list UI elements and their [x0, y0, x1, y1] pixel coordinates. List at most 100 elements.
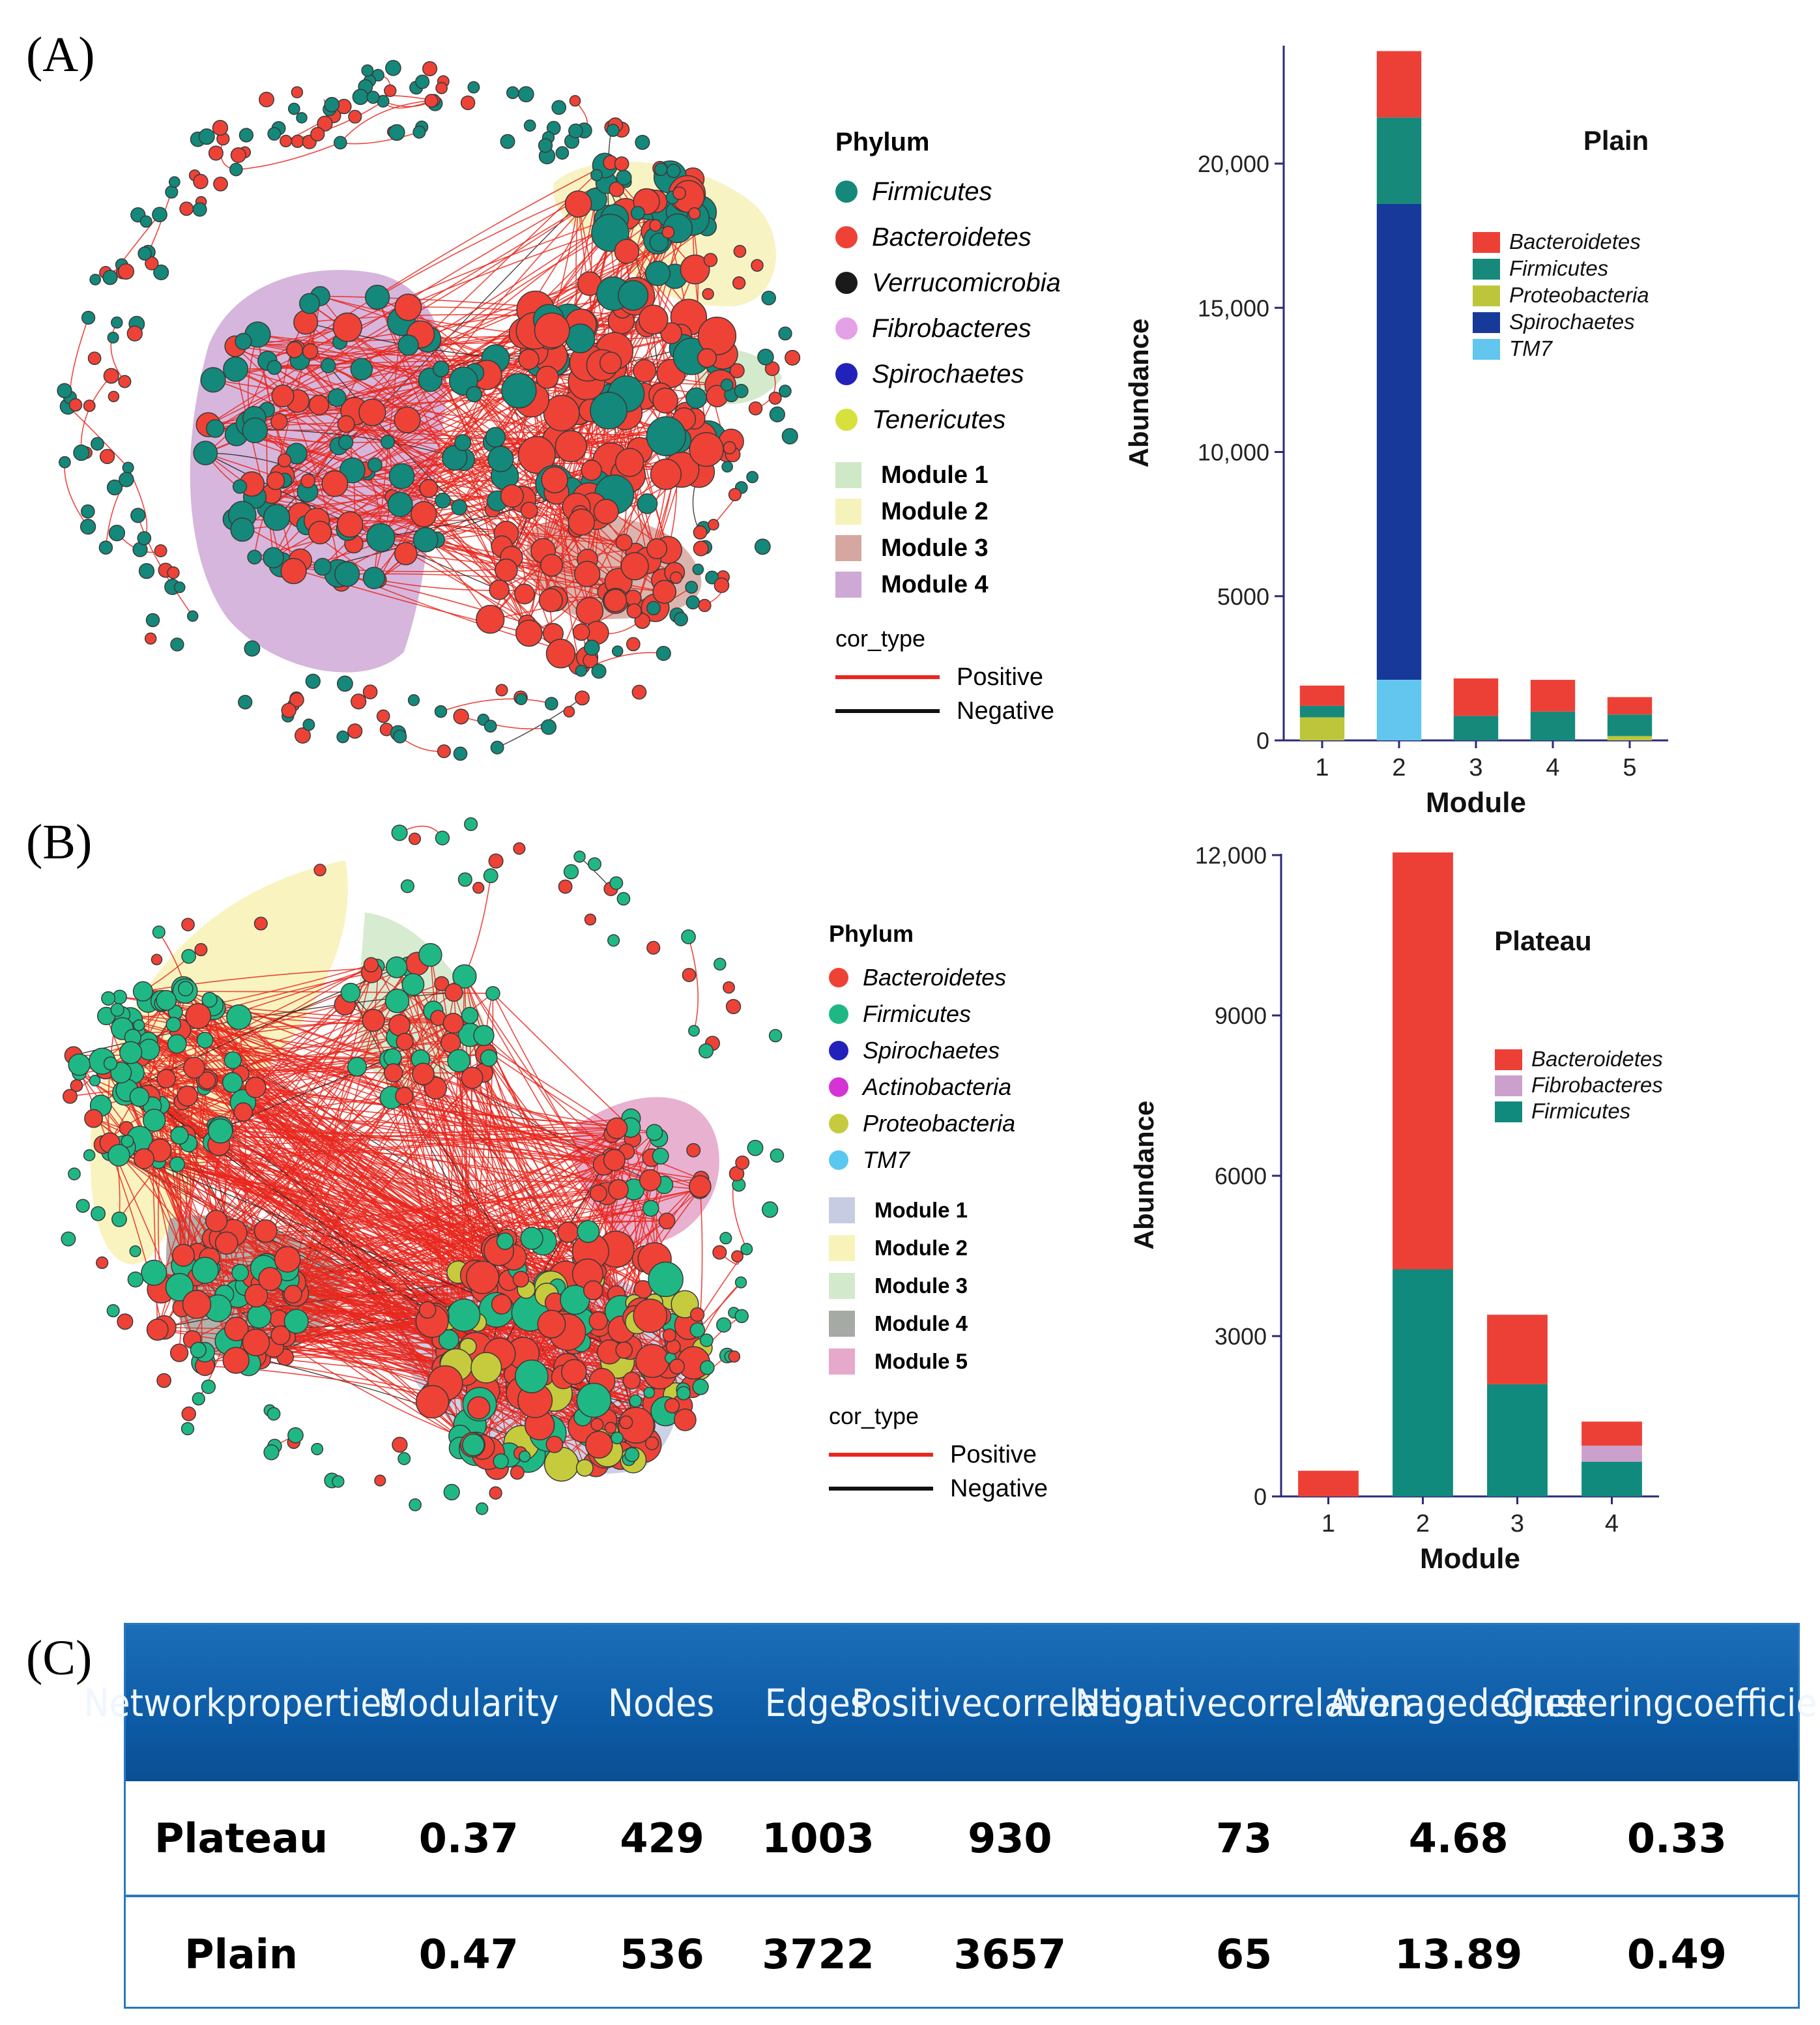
- network-node: [146, 1318, 169, 1341]
- legend-label: Spirochaetes: [1509, 310, 1635, 334]
- network-node: [630, 205, 645, 220]
- network-node: [500, 484, 524, 508]
- legend-phylum-spirochaetes: Spirochaetes: [829, 1032, 1048, 1069]
- header-text: Average: [1328, 1680, 1468, 1725]
- network-properties-table: Network properties Modularity Nodes Edges Pos…: [84, 1623, 1820, 2009]
- network-node: [517, 436, 556, 474]
- x-tick-label: 3: [1510, 1510, 1524, 1537]
- network-node: [232, 479, 248, 494]
- network-node: [517, 86, 534, 102]
- network-node: [689, 1307, 705, 1322]
- network-node: [376, 709, 390, 723]
- network-node: [748, 401, 763, 416]
- network-node: [646, 940, 661, 955]
- network-node: [637, 493, 658, 514]
- positive-edge: [403, 992, 455, 1097]
- network-node: [520, 501, 538, 519]
- network-node: [229, 162, 243, 177]
- legend-plateau-network: Phylum Bacteroidetes Firmicutes Spirochaet…: [829, 920, 1048, 1506]
- network-node: [333, 136, 347, 150]
- network-node: [781, 428, 798, 444]
- network-node: [317, 115, 333, 132]
- header-text: degree: [1467, 1680, 1587, 1725]
- network-node: [618, 280, 649, 311]
- legend-phylum-tenericutes: Tenericutes: [835, 397, 1061, 443]
- legend-line: [835, 675, 940, 679]
- network-node: [137, 531, 152, 546]
- network-node: [489, 579, 510, 600]
- network-node: [493, 1453, 509, 1470]
- network-node: [488, 853, 504, 869]
- network-node: [514, 583, 535, 605]
- x-tick-label: 1: [1322, 1510, 1335, 1537]
- table-cell: 429: [620, 1814, 704, 1862]
- network-node: [649, 232, 669, 252]
- network-node: [543, 1446, 579, 1482]
- legend-phylum-bacteroidetes: Bacteroidetes: [835, 214, 1061, 260]
- network-node: [500, 134, 515, 149]
- network-node: [99, 448, 115, 465]
- network-node: [622, 1371, 641, 1390]
- network-node: [222, 1347, 250, 1374]
- network-node: [495, 684, 508, 697]
- positive-edge: [339, 100, 435, 143]
- network-node: [296, 111, 308, 124]
- network-plateau: [61, 817, 785, 1515]
- network-node: [308, 394, 330, 416]
- network-node: [725, 998, 742, 1015]
- network-node: [712, 1245, 727, 1260]
- nodes: [57, 59, 801, 761]
- positive-edge: [135, 1019, 374, 1034]
- network-node: [520, 1227, 543, 1250]
- network-node: [118, 375, 132, 388]
- network-node: [555, 146, 570, 160]
- network-node: [723, 981, 735, 994]
- network-node: [703, 253, 718, 267]
- network-node: [785, 349, 801, 366]
- positive-edge: [236, 142, 341, 170]
- network-node: [244, 1076, 267, 1098]
- network-node: [152, 207, 167, 223]
- network-node: [205, 1210, 228, 1232]
- bar-segment-bacteroidetes-module-2: [1393, 852, 1453, 1270]
- network-node: [89, 1075, 101, 1086]
- legend-swatch: [829, 1197, 855, 1223]
- network-node: [729, 363, 745, 379]
- network-node: [572, 623, 590, 641]
- network-node: [642, 1200, 659, 1217]
- network-node: [224, 1317, 249, 1341]
- header-cell: Positive correlation: [852, 1625, 1165, 1781]
- network-node: [76, 1199, 90, 1213]
- network-node: [87, 351, 102, 366]
- legend-swatch: [1473, 232, 1500, 253]
- legend-swatch: [1473, 259, 1500, 280]
- positive-edge: [130, 964, 371, 1021]
- legend-swatch: [835, 572, 861, 598]
- network-node: [541, 466, 568, 493]
- positive-edge: [461, 716, 549, 730]
- network-node: [168, 176, 181, 188]
- legend-label: Fibrobacteres: [1531, 1073, 1663, 1097]
- network-node: [629, 1394, 643, 1408]
- legend-swatch: [835, 535, 861, 561]
- network-node: [666, 164, 681, 179]
- network-node: [223, 356, 249, 382]
- network-node: [473, 1025, 495, 1046]
- network-node: [133, 1148, 154, 1169]
- bar-segment-fibrobacteres-module-4: [1582, 1446, 1642, 1462]
- header-text: Negative: [1075, 1680, 1228, 1725]
- network-node: [644, 1436, 659, 1451]
- network-node: [198, 1071, 216, 1090]
- network-node: [714, 577, 730, 593]
- header-cell: Average degree: [1329, 1625, 1587, 1781]
- table-cell: 0.47: [418, 1930, 519, 1978]
- positive-edge: [242, 1059, 391, 1103]
- legend-phylum-verrucomicrobia: Verrucomicrobia: [835, 260, 1061, 306]
- network-node: [352, 89, 369, 106]
- network-node: [754, 538, 771, 555]
- network-node: [518, 1450, 531, 1463]
- legend-label: Bacteroidetes: [1509, 229, 1641, 254]
- legend-label: Module 4: [881, 570, 989, 598]
- legend-phylum-bacteroidetes: Bacteroidetes: [829, 959, 1048, 996]
- legend-cor-positive: Positive: [835, 660, 1061, 694]
